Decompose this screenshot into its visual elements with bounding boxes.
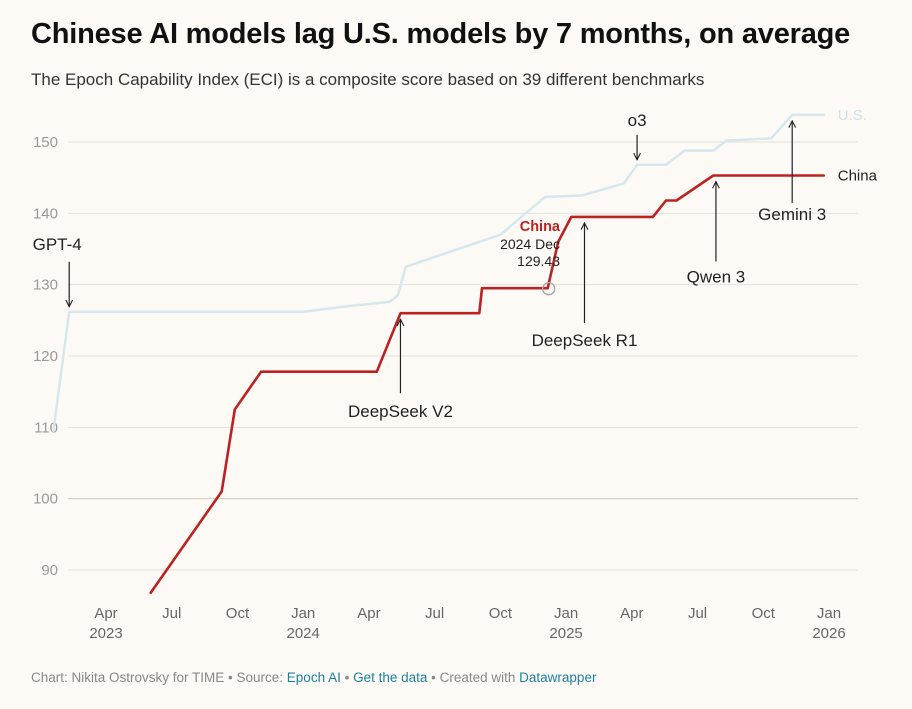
y-tick-label: 110 xyxy=(34,419,58,436)
annotation-label: o3 xyxy=(628,111,647,130)
chart-title: Chinese AI models lag U.S. models by 7 m… xyxy=(31,18,851,50)
footer-separator: • xyxy=(340,670,354,685)
tooltip-value: 129.43 xyxy=(517,253,560,269)
x-tick-label: Apr xyxy=(94,605,117,622)
x-tick-label: Jul xyxy=(162,605,181,622)
tooltip-date: 2024 Dec xyxy=(500,236,560,252)
y-tick-label: 140 xyxy=(33,205,58,222)
x-tick-label: Jan xyxy=(554,605,578,622)
datawrapper-link[interactable]: Datawrapper xyxy=(519,670,597,685)
series-label-china: China xyxy=(838,168,878,185)
x-tick-year: 2024 xyxy=(286,625,319,642)
annotation-label: DeepSeek R1 xyxy=(532,331,638,350)
y-tick-label: 90 xyxy=(41,562,58,579)
y-tick-label: 150 xyxy=(33,134,58,151)
x-tick-label: Apr xyxy=(357,605,380,622)
source-link[interactable]: Epoch AI xyxy=(286,670,341,685)
chart-footer: Chart: Nikita Ostrovsky for TIME • Sourc… xyxy=(31,670,596,685)
x-tick-year: 2025 xyxy=(549,625,582,642)
get-data-link[interactable]: Get the data xyxy=(353,670,428,685)
chart-subtitle: The Epoch Capability Index (ECI) is a co… xyxy=(31,70,705,89)
y-tick-label: 100 xyxy=(33,491,58,508)
series-line-china xyxy=(149,174,826,595)
x-tick-label: Jul xyxy=(425,605,444,622)
series-line-us xyxy=(52,113,825,433)
x-tick-label: Oct xyxy=(752,605,776,622)
x-tick-year: 2023 xyxy=(89,625,122,642)
footer-created: • Created with xyxy=(427,670,520,685)
x-tick-label: Jan xyxy=(291,605,315,622)
y-tick-label: 120 xyxy=(33,348,58,365)
annotation-label: GPT-4 xyxy=(33,235,82,254)
x-tick-label: Jul xyxy=(688,605,707,622)
y-tick-label: 130 xyxy=(33,277,58,294)
x-tick-year: 2026 xyxy=(812,625,845,642)
x-tick-label: Oct xyxy=(489,605,513,622)
x-tick-label: Apr xyxy=(620,605,643,622)
annotation-label: Gemini 3 xyxy=(758,205,826,224)
tooltip-marker xyxy=(541,282,556,296)
footer-credit: Chart: Nikita Ostrovsky for TIME • Sourc… xyxy=(31,670,287,685)
annotation-label: Qwen 3 xyxy=(687,268,746,287)
tooltip-series: China xyxy=(520,219,561,235)
series-label-us: U.S. xyxy=(838,107,867,124)
x-tick-label: Oct xyxy=(226,605,250,622)
annotation-label: DeepSeek V2 xyxy=(348,402,453,421)
x-tick-label: Jan xyxy=(817,605,841,622)
